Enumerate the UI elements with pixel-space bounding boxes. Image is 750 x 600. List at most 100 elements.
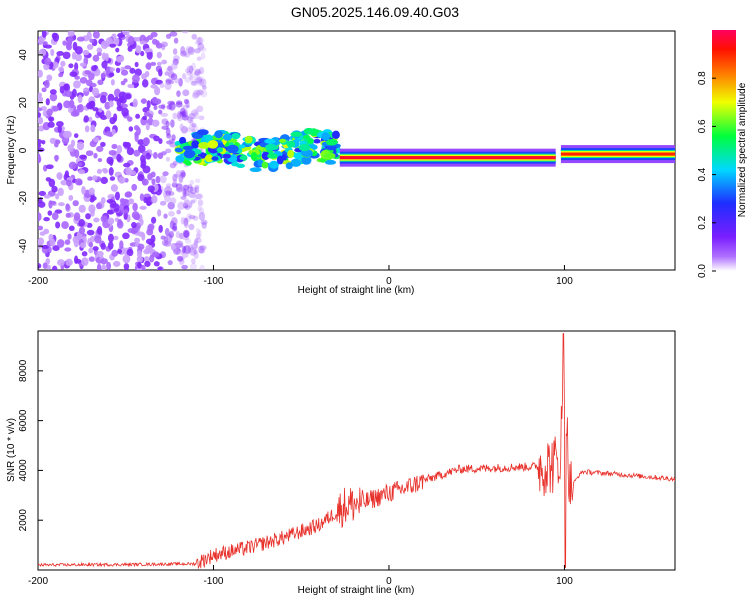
spectrogram-noise-cell	[97, 226, 103, 235]
spectrogram-noise-cell	[124, 142, 131, 149]
spectrogram-noise-cell	[163, 213, 168, 219]
snr-x-label: Height of straight line (km)	[298, 585, 415, 596]
spectrogram-band-cell	[325, 145, 337, 151]
spectrogram-noise-cell	[188, 214, 196, 220]
spectrogram-noise-cell	[184, 205, 191, 211]
spectrogram-noise-cell	[79, 242, 87, 249]
spectrogram-noise-cell	[96, 52, 102, 57]
spectrogram-band-cell	[324, 159, 337, 165]
spectrogram-noise-cell	[119, 240, 124, 250]
spectrogram-noise-cell	[54, 154, 59, 162]
spectrogram-noise-cell	[64, 90, 72, 98]
spectrogram-noise-cell	[197, 37, 202, 46]
spectrogram-noise-cell	[188, 75, 193, 81]
spectrogram-band-cell	[179, 136, 187, 145]
spectrogram-noise-cell	[127, 198, 135, 205]
spectrogram-noise-cell	[126, 248, 134, 257]
spectrogram-noise-cell	[65, 258, 73, 267]
spectrogram-noise-cell	[149, 254, 155, 263]
spectrogram-noise-cell	[153, 261, 160, 267]
spectrogram-noise-cell	[64, 239, 71, 245]
spectrogram-band-cell	[285, 162, 293, 170]
spectrogram-noise-cell	[193, 75, 202, 81]
spectrogram-noise-cell	[79, 77, 88, 84]
spectrogram-noise-cell	[186, 70, 192, 76]
spectrogram-noise-cell	[150, 61, 157, 66]
spectrogram-noise-cell	[196, 105, 204, 113]
spectrogram-noise-cell	[168, 231, 174, 239]
spectrogram-noise-cell	[38, 154, 41, 163]
spectrogram-noise-cell	[97, 79, 104, 86]
spectrogram-noise-cell	[198, 46, 207, 52]
spectrogram-noise-cell	[182, 104, 191, 109]
spectrogram-noise-cell	[194, 68, 201, 77]
spectrogram-noise-cell	[135, 113, 141, 119]
spectrogram-noise-cell	[186, 118, 193, 124]
spectrogram-noise-cell	[135, 45, 142, 54]
spectrogram-noise-cell	[93, 152, 98, 159]
spectrogram-noise-cell	[126, 147, 135, 156]
spectrogram-band-cell	[265, 143, 277, 151]
spectrogram-noise-cell	[133, 82, 139, 87]
spectrogram-noise-cell	[48, 178, 56, 188]
spectrogram-band-cell	[175, 155, 185, 163]
spectrogram-noise-cell	[187, 244, 194, 253]
spectrogram-noise-cell	[160, 112, 169, 118]
spectrogram-noise-cell	[57, 125, 62, 134]
spectrogram-noise-cell	[65, 212, 71, 218]
spectrogram-noise-cell	[193, 251, 199, 259]
spectrogram-noise-cell	[100, 176, 109, 185]
spectrogram-noise-cell	[48, 116, 55, 122]
spectrogram-noise-cell	[151, 178, 156, 185]
spectrogram-noise-cell	[88, 116, 93, 123]
spectrogram-noise-cell	[83, 87, 90, 92]
spectrogram-noise-cell	[142, 137, 150, 146]
spectrogram-noise-cell	[137, 139, 145, 146]
spectrogram-noise-cell	[59, 86, 65, 94]
spectrogram-noise-cell	[172, 173, 178, 182]
spectrogram-noise-cell	[161, 125, 169, 130]
spectrogram-noise-cell	[43, 217, 50, 222]
spectrogram-noise-cell	[96, 145, 104, 153]
spectrogram-noise-cell	[38, 48, 47, 57]
spectrogram-noise-cell	[85, 213, 91, 220]
spectrogram-noise-cell	[183, 98, 189, 105]
spectrogram-noise-cell	[44, 79, 50, 89]
spectrogram-noise-cell	[92, 246, 99, 251]
spectrogram-noise-cell	[146, 100, 151, 109]
spectrogram-noise-cell	[128, 126, 134, 132]
spectrogram-noise-cell	[38, 69, 43, 78]
spectrogram-noise-cell	[38, 112, 42, 118]
spectrogram-noise-cell	[140, 98, 147, 104]
spectrogram-noise-cell	[72, 41, 78, 51]
spectrogram-noise-cell	[145, 62, 152, 70]
spectrogram-noise-cell	[134, 133, 139, 142]
spectrogram-noise-cell	[45, 98, 50, 106]
spectrogram-noise-cell	[121, 31, 130, 36]
spectrogram-noise-cell	[42, 41, 48, 46]
spectrogram-noise-cell	[127, 36, 135, 46]
spectrogram-noise-cell	[146, 228, 154, 236]
spectrogram-noise-cell	[150, 234, 156, 243]
spectrogram-noise-cell	[183, 199, 190, 204]
spectrogram-noise-cell	[55, 139, 61, 145]
spectrogram-noise-cell	[106, 261, 112, 270]
spectrogram-noise-cell	[73, 80, 81, 89]
spectrogram-noise-cell	[172, 248, 178, 253]
spectrogram-noise-cell	[164, 227, 170, 237]
spectrogram-noise-cell	[195, 77, 203, 84]
spectrogram-noise-cell	[193, 238, 199, 245]
spectrogram-x-label: Height of straight line (km)	[298, 285, 415, 296]
colorbar-tick-label: 0.6	[697, 119, 708, 133]
spectrogram-noise-cell	[67, 144, 74, 153]
spectrogram-noise-cell	[190, 72, 196, 79]
snr-y-label: SNR (10 * v/v)	[6, 418, 17, 482]
spectrogram-noise-cell	[155, 42, 163, 49]
spectrogram-noise-cell	[169, 141, 177, 148]
spectrogram-noise-cell	[96, 168, 103, 174]
spectrogram-band-cell	[301, 156, 312, 165]
spectrogram-y-tick-label: -40	[18, 238, 29, 253]
spectrogram-noise-cell	[68, 225, 75, 232]
spectrogram-band-cell	[293, 152, 304, 160]
